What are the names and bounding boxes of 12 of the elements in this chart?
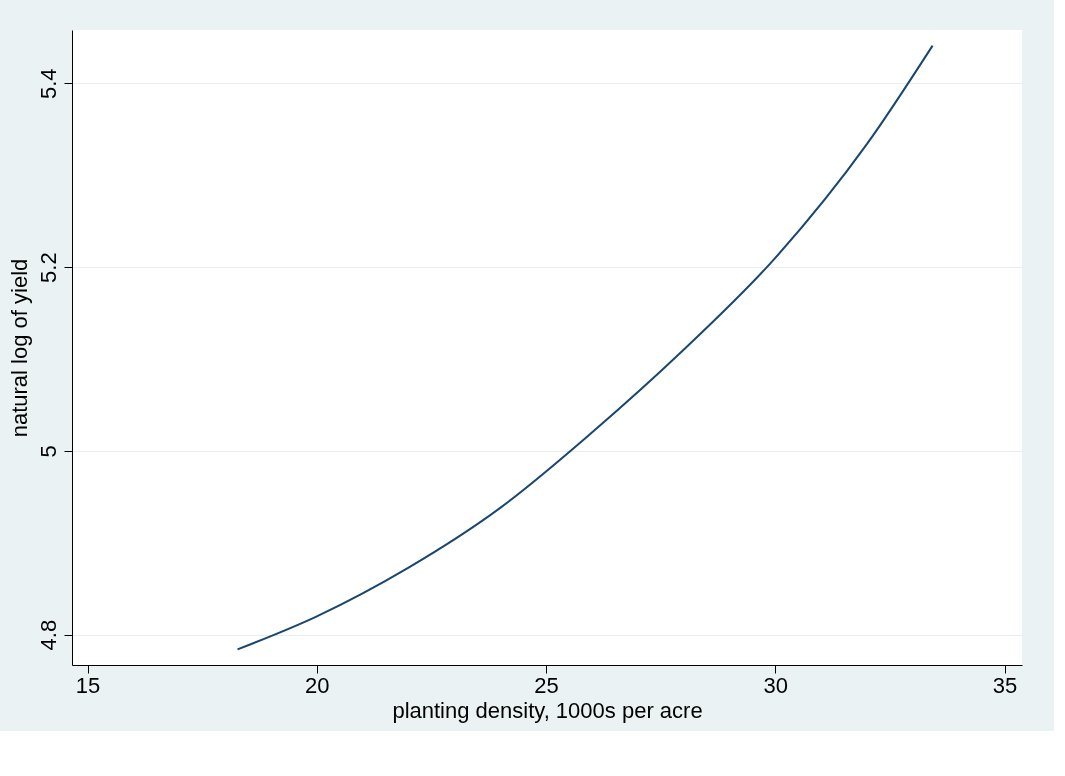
x-tick-label: 35 xyxy=(992,672,1018,698)
x-tick-label: 20 xyxy=(305,672,330,698)
x-tick-label: 30 xyxy=(763,672,789,698)
x-tick-label: 15 xyxy=(75,672,101,698)
y-tick-label: 5 xyxy=(35,445,61,458)
y-tick-label: 4.8 xyxy=(35,619,61,651)
y-tick-label: 5.4 xyxy=(35,68,61,100)
y-tick-label: 5.2 xyxy=(35,252,61,283)
x-tick-label: 25 xyxy=(534,672,559,698)
line-series xyxy=(236,44,934,651)
y-axis-title: natural log of yield xyxy=(6,258,32,438)
x-axis-title: planting density, 1000s per acre xyxy=(392,697,703,723)
